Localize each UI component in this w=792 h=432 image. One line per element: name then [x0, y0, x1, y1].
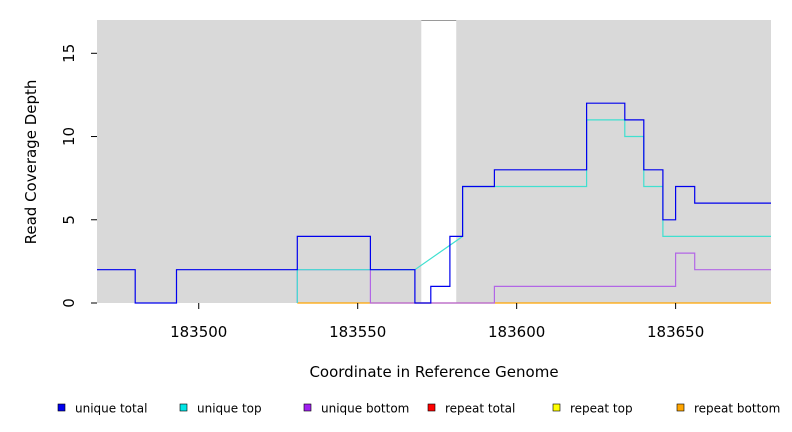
legend-swatch-unique-top [179, 403, 188, 412]
legend-swatch-unique-total [57, 403, 66, 412]
y-axis-title: Read Coverage Depth [22, 80, 40, 245]
gap-region [421, 20, 457, 303]
y-tick-label: 5 [60, 215, 78, 225]
legend-label-repeat-top: repeat top [570, 402, 633, 416]
legend-label-unique-top: unique top [197, 402, 262, 416]
x-tick-label: 183550 [329, 323, 386, 341]
axes: 183500 183550 183600 183650 0 5 10 15 [60, 44, 704, 341]
x-axis-title: Coordinate in Reference Genome [309, 363, 558, 381]
legend-swatch-repeat-total [427, 403, 436, 412]
legend-label-unique-total: unique total [75, 402, 147, 416]
legend-swatch-repeat-top [552, 403, 561, 412]
y-tick-label: 10 [60, 127, 78, 146]
series-line-unique-total [97, 102, 771, 304]
x-tick-label: 183500 [170, 323, 227, 341]
legend-swatch-unique-bottom [303, 403, 312, 412]
y-tick-label: 0 [60, 298, 78, 308]
plot-background [97, 20, 771, 303]
legend-swatch-repeat-bottom [676, 403, 685, 412]
legend-label-repeat-total: repeat total [445, 402, 515, 416]
y-tick-label: 15 [60, 44, 78, 63]
legend: unique total unique top unique bottom repea… [57, 402, 780, 416]
legend-label-unique-bottom: unique bottom [321, 402, 409, 416]
legend-label-repeat-bottom: repeat bottom [694, 402, 780, 416]
x-tick-label: 183650 [647, 323, 704, 341]
series-layer [97, 102, 771, 304]
x-tick-label: 183600 [488, 323, 545, 341]
